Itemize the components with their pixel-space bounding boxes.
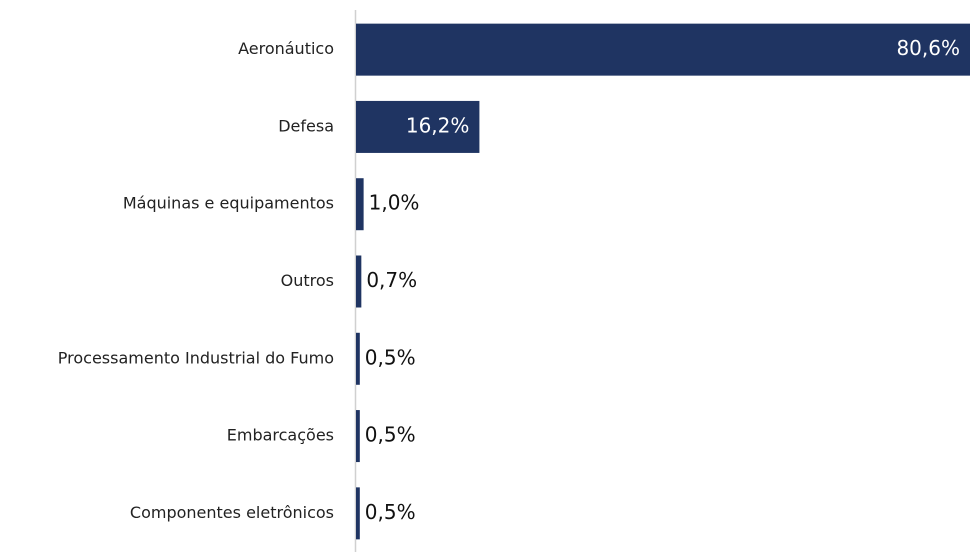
category-label: Componentes eletrônicos: [130, 503, 334, 522]
value-label: 0,5%: [365, 345, 416, 369]
category-label: Processamento Industrial do Fumo: [58, 348, 334, 367]
category-label: Outros: [281, 271, 334, 290]
bar: [356, 23, 970, 76]
category-label: Máquinas e equipamentos: [123, 194, 334, 213]
bar: [356, 178, 364, 231]
category-label: Defesa: [278, 116, 334, 135]
value-label: 1,0%: [369, 191, 420, 215]
value-label: 80,6%: [896, 36, 960, 60]
value-label: 0,7%: [366, 268, 417, 292]
category-label: Aeronáutico: [238, 39, 334, 58]
value-label: 0,5%: [365, 423, 416, 447]
bar: [356, 100, 480, 153]
bar: [356, 255, 362, 308]
bar: [356, 487, 360, 540]
bar: [356, 410, 360, 463]
category-label: Embarcações: [227, 426, 334, 445]
bar: [356, 332, 360, 385]
value-label: 16,2%: [406, 113, 470, 137]
value-label: 0,5%: [365, 500, 416, 524]
